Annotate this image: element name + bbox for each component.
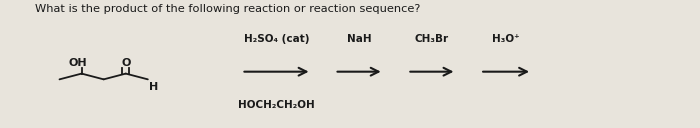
Text: H₃O⁺: H₃O⁺ xyxy=(492,34,520,44)
Text: H₂SO₄ (cat): H₂SO₄ (cat) xyxy=(244,34,309,44)
Text: CH₃Br: CH₃Br xyxy=(415,34,449,44)
Text: H: H xyxy=(149,82,158,92)
Text: OH: OH xyxy=(69,58,88,68)
Text: O: O xyxy=(121,58,130,68)
Text: NaH: NaH xyxy=(346,34,372,44)
Text: HOCH₂CH₂OH: HOCH₂CH₂OH xyxy=(238,100,315,110)
Text: What is the product of the following reaction or reaction sequence?: What is the product of the following rea… xyxy=(35,4,421,14)
